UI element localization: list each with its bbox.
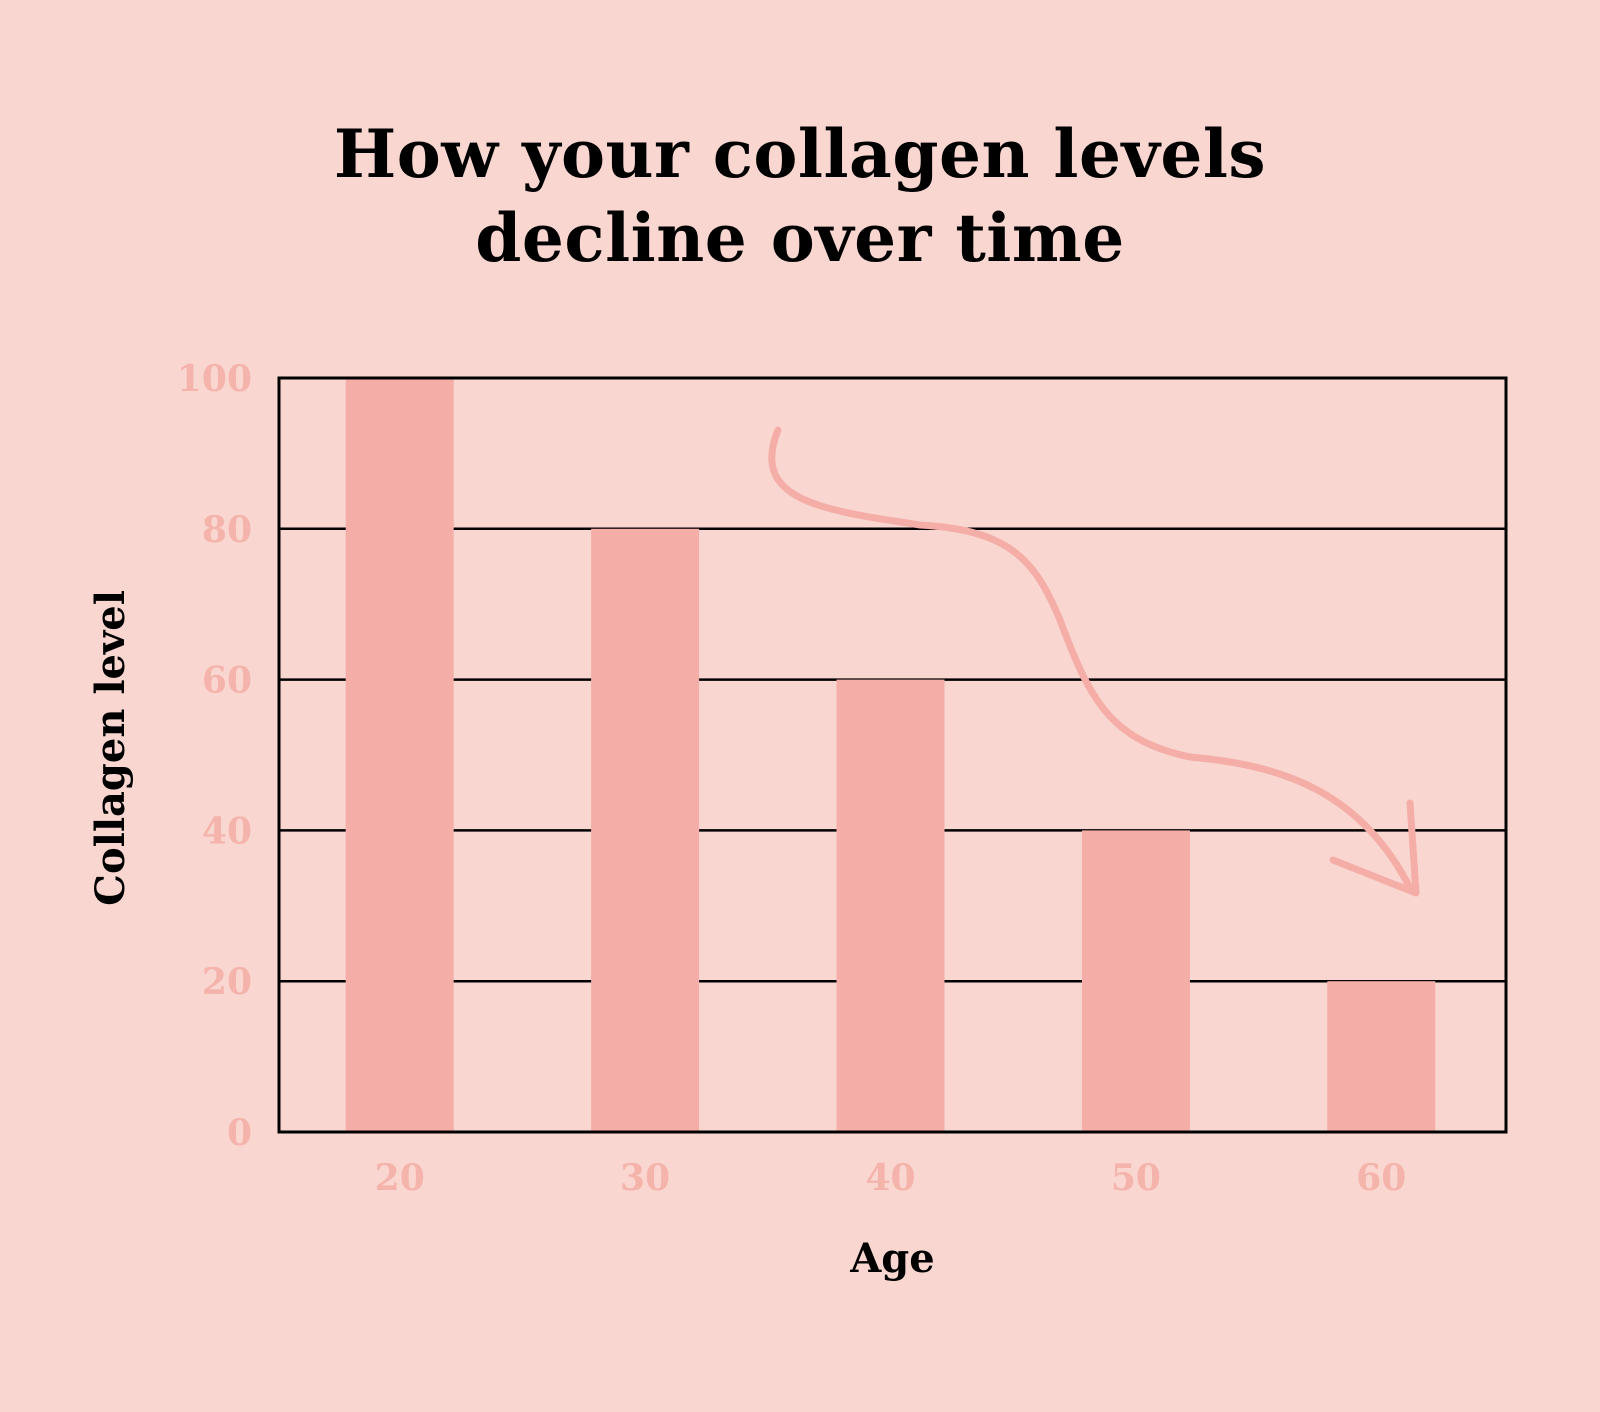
x-tick-30: 30 bbox=[620, 1157, 670, 1199]
bars bbox=[345, 378, 1436, 1132]
plot-frame bbox=[277, 376, 1508, 1134]
y-tick-40: 40 bbox=[202, 810, 252, 852]
y-tick-60: 60 bbox=[202, 660, 252, 702]
chart-title-line-2: decline over time bbox=[475, 199, 1125, 277]
x-tick-60: 60 bbox=[1356, 1157, 1406, 1199]
bar-30 bbox=[591, 528, 700, 1132]
chart-title: How your collagen levels decline over ti… bbox=[0, 112, 1600, 280]
bar-60 bbox=[1327, 981, 1436, 1132]
x-tick-50: 50 bbox=[1111, 1157, 1161, 1199]
y-axis-label: Collagen level bbox=[87, 590, 134, 906]
x-tick-20: 20 bbox=[375, 1157, 425, 1199]
y-tick-100: 100 bbox=[177, 358, 252, 400]
y-tick-labels: 0 20 40 60 80 100 bbox=[177, 358, 252, 1154]
trend-arrow bbox=[768, 426, 1420, 897]
bar-20 bbox=[345, 378, 454, 1132]
trend-arrow-head bbox=[1329, 799, 1420, 897]
bar-50 bbox=[1081, 830, 1190, 1132]
trend-arrow-curve bbox=[768, 426, 1414, 892]
y-tick-20: 20 bbox=[202, 961, 252, 1003]
x-axis-label: Age bbox=[849, 1235, 934, 1282]
y-tick-0: 0 bbox=[227, 1112, 252, 1154]
chart-title-line-1: How your collagen levels bbox=[333, 115, 1267, 193]
x-tick-40: 40 bbox=[865, 1157, 915, 1199]
bar-40 bbox=[836, 679, 945, 1132]
y-tick-80: 80 bbox=[202, 509, 252, 551]
x-tick-labels: 20 30 40 50 60 bbox=[375, 1157, 1407, 1199]
